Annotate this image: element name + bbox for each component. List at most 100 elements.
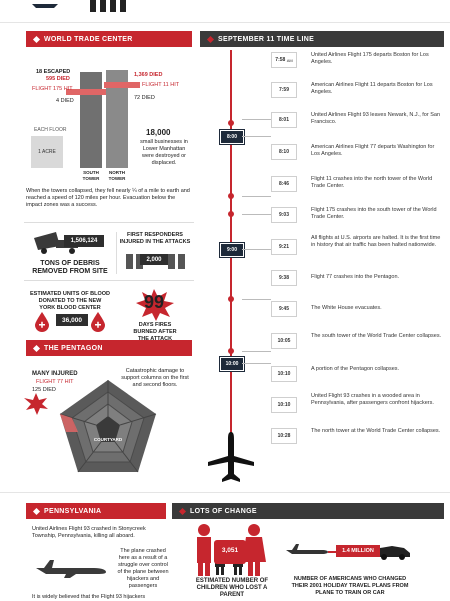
- blood-number: 36,000: [56, 314, 88, 326]
- event-time: 8:01: [271, 112, 297, 128]
- north-tower: [106, 70, 128, 168]
- pentagon-header: THE PENTAGON: [26, 340, 192, 356]
- event-text: United Airlines Flight 93 leaves Newark,…: [311, 112, 441, 125]
- pentagon-damage-text: Catastrophic damage to support columns o…: [121, 368, 189, 388]
- fires-label: DAYS FIRES BURNED AFTER THE ATTACK: [133, 322, 177, 342]
- pennsylvania-struggle: The plane crashed here as a result of a …: [117, 548, 169, 589]
- pennsylvania-header: PENNSYLVANIA: [26, 503, 166, 519]
- divider: [0, 22, 450, 23]
- travel-number: 1.4 MILLION: [336, 545, 380, 557]
- event-text: The White House evacuates.: [311, 305, 382, 311]
- south-tower: [80, 72, 102, 168]
- event-time: 9:38: [271, 270, 297, 286]
- connector: [242, 363, 271, 364]
- flight-11-impact-band: [104, 82, 140, 88]
- connector: [242, 249, 271, 250]
- event-text: United Airlines Flight 175 departs Bosto…: [311, 52, 429, 65]
- south-tower-label: SOUTH TOWER: [82, 170, 100, 181]
- event-time: 7:59: [271, 82, 297, 98]
- event-text: Flight 77 crashes into the Pentagon.: [311, 274, 400, 280]
- pentagon-diagram: [59, 380, 157, 473]
- timeline-dot: [228, 193, 234, 199]
- event-time: 9:45: [271, 301, 297, 317]
- diamond-icon: [206, 35, 215, 43]
- hour-marker-9: 9:00: [219, 242, 245, 258]
- connector: [242, 351, 271, 352]
- connector: [242, 136, 271, 137]
- blood-drop-icon: [91, 312, 105, 332]
- north-died-label: 1,369 DIED: [134, 72, 163, 78]
- fire-burst-icon: [136, 289, 174, 321]
- divider: [24, 280, 194, 281]
- hour-marker-10: 10:00: [219, 356, 245, 372]
- event-text: The north tower at the World Trade Cente…: [311, 428, 441, 434]
- connector: [242, 119, 271, 120]
- timeline-dot: [228, 211, 234, 217]
- fires-number: 99: [143, 292, 165, 312]
- timeline-dot: [228, 296, 234, 302]
- children-number-bg: [214, 540, 246, 564]
- responders-label: FIRST RESPONDERS INJURED IN THE ATTACKS: [119, 232, 191, 245]
- event-time: 10:10: [271, 397, 297, 413]
- children-number: 3,051: [221, 547, 239, 554]
- courtyard-label: COURTYARD: [93, 437, 123, 442]
- diamond-icon: [32, 35, 41, 43]
- acre-box: 1 ACRE: [31, 136, 63, 168]
- event-time: 8:10: [271, 144, 297, 160]
- pennsylvania-believed: It is widely believed that the Flight 93…: [32, 594, 146, 600]
- explosion-icon: [24, 393, 48, 415]
- responders-icon: [126, 254, 185, 269]
- south-died-label: 595 DIED: [46, 76, 70, 82]
- event-time: 8:46: [271, 176, 297, 192]
- airplane-icon: [32, 4, 58, 8]
- event-time: 7:58 AM: [271, 52, 297, 68]
- four-died-label: 4 DIED: [56, 98, 74, 104]
- event-time: 9:21: [271, 239, 297, 255]
- collapse-text: When the towers collapsed, they fell nea…: [26, 188, 190, 208]
- divider: [0, 492, 450, 493]
- hour-marker-8: 8:00: [219, 129, 245, 145]
- event-text: Flight 11 crashes into the north tower o…: [311, 176, 433, 189]
- timeline-dot: [228, 348, 234, 354]
- businesses-text: small businesses in Lower Manhattan were…: [140, 139, 188, 166]
- timeline-dot: [228, 120, 234, 126]
- diamond-icon: [32, 507, 41, 515]
- debris-label: TONS OF DEBRIS REMOVED FROM SITE: [32, 260, 108, 275]
- event-text: The south tower of the World Trade Cente…: [311, 333, 442, 339]
- event-text: A portion of the Pentagon collapses.: [311, 366, 400, 372]
- responders-number: 2,000: [140, 254, 168, 265]
- flight-175-impact-band: [66, 89, 106, 95]
- timeline-header: SEPTEMBER 11 TIME LINE: [200, 31, 444, 47]
- event-text: American Airlines Flight 11 departs Bost…: [311, 82, 433, 95]
- flight-175-label: FLIGHT 175 HIT: [32, 86, 73, 92]
- businesses-number: 18,000: [146, 128, 171, 137]
- airplane-icon: [36, 560, 106, 578]
- travel-label: NUMBER OF AMERICANS WHO CHANGED THEIR 20…: [291, 576, 409, 596]
- flight-77-label: FLIGHT 77 HIT: [36, 379, 74, 385]
- connector: [242, 299, 271, 300]
- divider: [24, 222, 194, 223]
- escaped-label: 18 ESCAPED: [36, 69, 71, 75]
- event-text: Flight 175 crashes into the south tower …: [311, 207, 437, 220]
- connector: [242, 214, 271, 215]
- debris-number: 1,506,124: [64, 235, 104, 247]
- event-text: American Airlines Flight 77 departs Wash…: [311, 144, 435, 157]
- flight-11-label: FLIGHT 11 HIT: [142, 82, 180, 88]
- seventy-two-died-label: 72 DIED: [134, 95, 155, 101]
- event-text: United Flight 93 crashes in a wooded are…: [311, 393, 434, 406]
- wtc-header: WORLD TRADE CENTER: [26, 31, 192, 47]
- diamond-icon: [178, 507, 187, 515]
- divider: [116, 232, 117, 274]
- many-injured-label: MANY INJURED: [32, 371, 78, 377]
- event-time: 9:03: [271, 207, 297, 223]
- pennsylvania-intro: United Airlines Flight 93 crashed in Sto…: [32, 526, 146, 539]
- event-time: 10:05: [271, 333, 297, 349]
- blood-label: ESTIMATED UNITS OF BLOOD DONATED TO THE …: [30, 291, 110, 311]
- north-tower-label: NORTH TOWER: [108, 170, 126, 181]
- connector: [242, 196, 271, 197]
- children-label: ESTIMATED NUMBER OF CHILDREN WHO LOST A …: [195, 578, 269, 598]
- each-floor-label: EACH FLOOR: [34, 127, 67, 133]
- blood-drop-icon: [35, 312, 49, 332]
- people-icon: [90, 0, 126, 12]
- change-header: LOTS OF CHANGE: [172, 503, 444, 519]
